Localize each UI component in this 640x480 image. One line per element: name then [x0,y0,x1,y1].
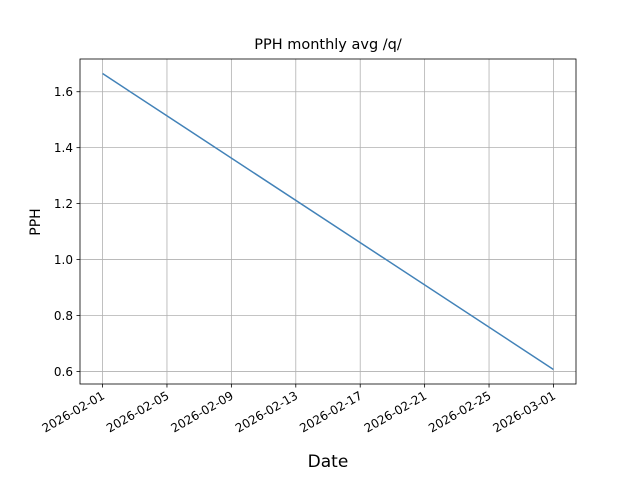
y-tick-label: 1.4 [54,141,73,155]
y-axis-label: PPH [28,208,44,235]
line-series [102,72,554,371]
axes-frame [79,58,577,385]
y-tick-label: 0.8 [54,309,73,323]
x-axis-label: Date [308,452,349,472]
chart-title: PPH monthly avg /q/ [254,37,402,53]
y-tick-label: 0.6 [54,365,73,379]
y-tick-label: 1.6 [54,85,73,99]
y-tick-label: 1.2 [54,197,73,211]
y-tick-label: 1.0 [54,253,73,267]
